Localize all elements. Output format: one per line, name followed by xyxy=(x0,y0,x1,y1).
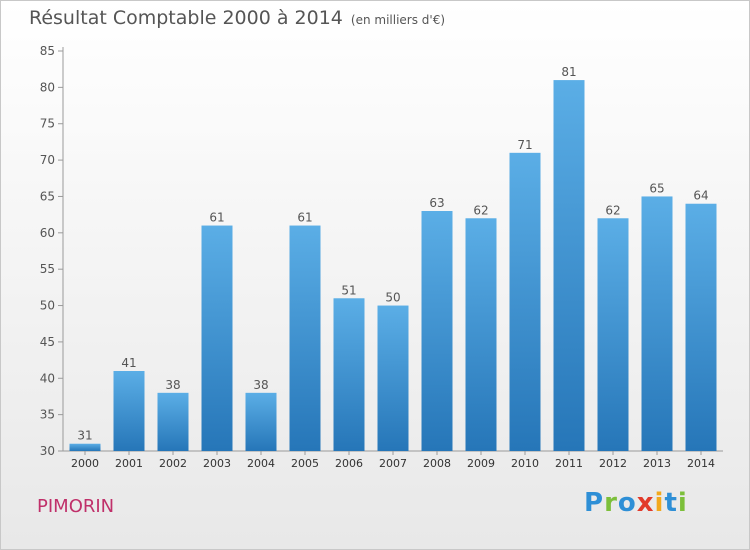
x-tick-label: 2000 xyxy=(71,457,99,470)
y-tick-label: 30 xyxy=(40,444,55,458)
x-tick-label: 2013 xyxy=(643,457,671,470)
y-tick-label: 85 xyxy=(40,44,55,58)
y-tick-label: 50 xyxy=(40,299,55,313)
bar-2014 xyxy=(685,203,717,451)
bar-2004 xyxy=(245,392,277,451)
x-tick-label: 2005 xyxy=(291,457,319,470)
y-tick-label: 60 xyxy=(40,226,55,240)
x-tick-label: 2014 xyxy=(687,457,715,470)
bar-value-label: 65 xyxy=(649,181,664,195)
proxiti-logo: Proxiti xyxy=(584,488,688,518)
x-tick-label: 2006 xyxy=(335,457,363,470)
bar-value-label: 81 xyxy=(561,65,576,79)
bar-2013 xyxy=(641,196,673,451)
bar-2005 xyxy=(289,225,321,451)
y-tick-label: 55 xyxy=(40,262,55,276)
commune-name: PIMORIN xyxy=(37,496,115,517)
bar-2007 xyxy=(377,305,409,451)
y-tick-label: 70 xyxy=(40,153,55,167)
bar-2000 xyxy=(69,443,101,451)
chart-subtitle: (en milliers d'€) xyxy=(350,13,446,27)
y-tick-label: 65 xyxy=(40,189,55,203)
y-tick-label: 80 xyxy=(40,80,55,94)
y-tick-label: 40 xyxy=(40,371,55,385)
logo-letter: t xyxy=(664,488,678,518)
bars: 31 41 38 61 38 61 51 50 63 62 71 81 62 65 64 xyxy=(69,65,717,451)
chart-title: Résultat Comptable 2000 à 2014 (en millie… xyxy=(29,7,445,29)
bar-2006 xyxy=(333,298,365,451)
bar-2011 xyxy=(553,80,585,451)
y-tick-label: 35 xyxy=(40,408,55,422)
bar-value-label: 62 xyxy=(473,203,488,217)
bar-2012 xyxy=(597,218,629,451)
bar-2001 xyxy=(113,371,145,451)
x-tick-label: 2002 xyxy=(159,457,187,470)
x-tick-label: 2007 xyxy=(379,457,407,470)
logo-letter: r xyxy=(604,488,618,518)
x-tick-label: 2003 xyxy=(203,457,231,470)
x-tick-label: 2004 xyxy=(247,457,275,470)
x-tick-label: 2012 xyxy=(599,457,627,470)
bar-value-label: 63 xyxy=(429,196,444,210)
bar-value-label: 64 xyxy=(693,189,708,203)
x-tick-label: 2008 xyxy=(423,457,451,470)
logo-letter: x xyxy=(636,488,655,518)
logo-letter: i xyxy=(654,488,665,518)
bar-value-label: 41 xyxy=(121,356,136,370)
logo-letter: P xyxy=(584,488,605,518)
x-tick-label: 2010 xyxy=(511,457,539,470)
bar-2008 xyxy=(421,211,453,451)
bar-value-label: 38 xyxy=(253,378,268,392)
bar-value-label: 38 xyxy=(165,378,180,392)
bar-value-label: 50 xyxy=(385,291,400,305)
bar-2010 xyxy=(509,152,541,451)
x-tick-label: 2009 xyxy=(467,457,495,470)
bar-value-label: 31 xyxy=(77,429,92,443)
title-text: Résultat Comptable 2000 à 2014 xyxy=(29,7,343,29)
x-tick-label: 2001 xyxy=(115,457,143,470)
bar-value-label: 62 xyxy=(605,203,620,217)
bar-value-label: 61 xyxy=(209,211,224,225)
y-tick-label: 45 xyxy=(40,335,55,349)
logo-letter: o xyxy=(617,488,637,518)
logo-letter: i xyxy=(677,488,688,518)
bar-2002 xyxy=(157,392,189,451)
bar-value-label: 51 xyxy=(341,283,356,297)
bar-2009 xyxy=(465,218,497,451)
y-tick-label: 75 xyxy=(40,117,55,131)
bar-2003 xyxy=(201,225,233,451)
bar-value-label: 71 xyxy=(517,138,532,152)
x-tick-label: 2011 xyxy=(555,457,583,470)
bar-value-label: 61 xyxy=(297,211,312,225)
